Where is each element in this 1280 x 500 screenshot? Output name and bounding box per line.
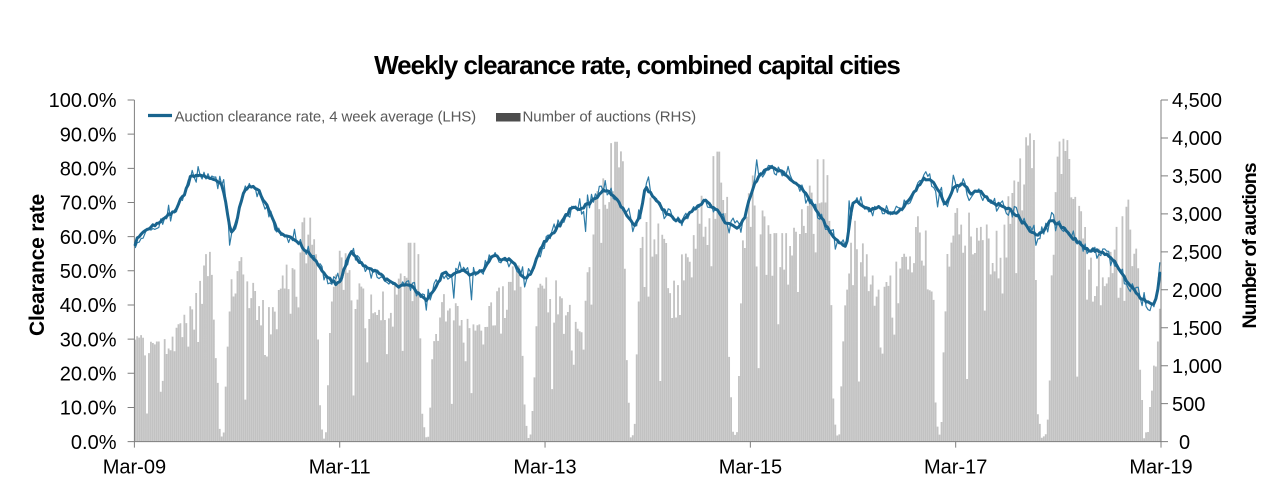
svg-text:Number of auctions: Number of auctions bbox=[1239, 162, 1261, 328]
svg-text:4,500: 4,500 bbox=[1172, 90, 1222, 112]
svg-text:10.0%: 10.0% bbox=[60, 398, 117, 420]
svg-text:Mar-15: Mar-15 bbox=[719, 456, 782, 478]
svg-text:0: 0 bbox=[1179, 432, 1190, 454]
svg-text:60.0%: 60.0% bbox=[60, 227, 117, 249]
svg-text:Weekly clearance rate, combine: Weekly clearance rate, combined capital … bbox=[374, 50, 900, 80]
svg-text:1,000: 1,000 bbox=[1172, 356, 1222, 378]
svg-text:0.0%: 0.0% bbox=[71, 432, 117, 454]
svg-text:50.0%: 50.0% bbox=[60, 261, 117, 283]
svg-text:Number of auctions (RHS): Number of auctions (RHS) bbox=[523, 108, 697, 125]
svg-text:1,500: 1,500 bbox=[1172, 318, 1222, 340]
svg-text:500: 500 bbox=[1172, 394, 1205, 416]
svg-text:100.0%: 100.0% bbox=[49, 90, 117, 112]
svg-text:3,000: 3,000 bbox=[1172, 204, 1222, 226]
svg-text:20.0%: 20.0% bbox=[60, 364, 117, 386]
svg-text:70.0%: 70.0% bbox=[60, 193, 117, 215]
svg-text:Mar-17: Mar-17 bbox=[924, 456, 987, 478]
svg-text:Clearance rate: Clearance rate bbox=[26, 194, 49, 336]
svg-text:2,500: 2,500 bbox=[1172, 242, 1222, 264]
svg-text:4,000: 4,000 bbox=[1172, 128, 1222, 150]
svg-text:Auction clearance rate, 4 week: Auction clearance rate, 4 week average (… bbox=[175, 108, 477, 125]
svg-text:Mar-09: Mar-09 bbox=[103, 456, 166, 478]
svg-text:90.0%: 90.0% bbox=[60, 124, 117, 146]
svg-text:Mar-19: Mar-19 bbox=[1129, 456, 1192, 478]
svg-text:30.0%: 30.0% bbox=[60, 329, 117, 351]
svg-text:80.0%: 80.0% bbox=[60, 159, 117, 181]
svg-text:2,000: 2,000 bbox=[1172, 280, 1222, 302]
svg-text:3,500: 3,500 bbox=[1172, 166, 1222, 188]
svg-text:40.0%: 40.0% bbox=[60, 295, 117, 317]
svg-text:Mar-11: Mar-11 bbox=[309, 456, 371, 478]
svg-text:Mar-13: Mar-13 bbox=[513, 456, 576, 478]
